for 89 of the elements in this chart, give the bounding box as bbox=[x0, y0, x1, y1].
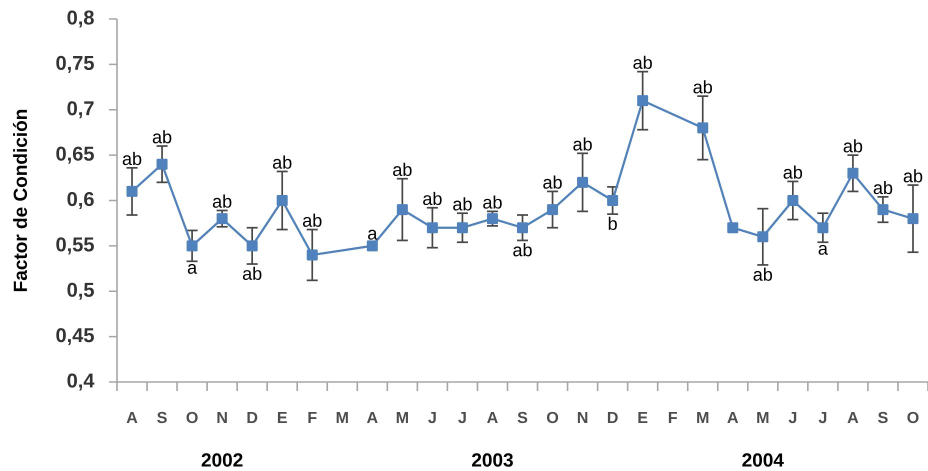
point bbox=[486, 213, 498, 224]
data-label: ab bbox=[483, 195, 502, 209]
x-tick-label: O bbox=[907, 412, 919, 424]
data-label: ab bbox=[423, 192, 442, 206]
y-tick-label: 0,55 bbox=[56, 237, 94, 254]
x-tick-label: N bbox=[217, 412, 227, 423]
point bbox=[306, 249, 318, 260]
point bbox=[366, 240, 378, 252]
x-tick-label: A bbox=[727, 412, 738, 423]
x-tick-label: M bbox=[396, 412, 408, 423]
x-tick-label: A bbox=[126, 412, 138, 423]
data-label: ab bbox=[904, 169, 922, 182]
data-label: ab bbox=[122, 152, 142, 166]
data-label: ab bbox=[784, 166, 802, 179]
x-tick-label: J bbox=[428, 412, 436, 424]
y-tick-label: 0,45 bbox=[56, 328, 94, 346]
x-tick-label: J bbox=[788, 412, 796, 424]
x-tick-label: J bbox=[458, 412, 466, 424]
point bbox=[607, 195, 618, 206]
point bbox=[156, 158, 168, 170]
data-label: a bbox=[368, 230, 378, 240]
point bbox=[637, 95, 648, 106]
x-tick-label: D bbox=[247, 412, 258, 423]
y-tick-label: 0,8 bbox=[67, 10, 94, 28]
data-label: ab bbox=[152, 130, 172, 144]
data-label: ab bbox=[874, 180, 892, 194]
data-label: ab bbox=[543, 176, 562, 189]
data-label: ab bbox=[242, 266, 262, 280]
data-label: ab bbox=[272, 156, 292, 169]
point bbox=[847, 168, 858, 179]
data-label: ab bbox=[393, 162, 412, 176]
point bbox=[817, 222, 828, 234]
x-tick-label: A bbox=[487, 412, 498, 423]
text: 2003 bbox=[472, 453, 513, 467]
x-tick-label: M bbox=[757, 412, 768, 423]
data-label: ab bbox=[754, 268, 772, 281]
x-tick-label: D bbox=[608, 412, 618, 423]
x-tick-label: O bbox=[186, 412, 198, 424]
x-tick-label: A bbox=[366, 412, 378, 423]
point bbox=[186, 240, 198, 252]
y-tick-label: 0,5 bbox=[67, 282, 94, 300]
x-tick-label: E bbox=[278, 412, 287, 423]
x-tick-label: N bbox=[578, 412, 588, 423]
data-label: ab bbox=[633, 56, 652, 69]
point bbox=[126, 186, 138, 197]
x-tick-label: E bbox=[638, 412, 648, 423]
data-label: b bbox=[608, 216, 617, 230]
x-tick-label: F bbox=[668, 412, 677, 423]
point bbox=[517, 222, 528, 234]
data-label: ab bbox=[844, 139, 862, 152]
y-tick-label: 0,75 bbox=[56, 56, 94, 73]
data-label: a bbox=[818, 244, 828, 255]
x-tick-label: S bbox=[157, 412, 167, 424]
y-tick-label: 0,65 bbox=[56, 146, 94, 164]
y-axis-title: Factor de Condición bbox=[12, 110, 28, 292]
y-tick-label: 0,4 bbox=[67, 373, 94, 391]
point bbox=[697, 122, 708, 134]
point bbox=[456, 222, 468, 234]
point bbox=[246, 240, 258, 252]
data-label: ab bbox=[212, 194, 232, 208]
point bbox=[396, 204, 408, 216]
data-label: ab bbox=[513, 243, 532, 256]
text: 2002 bbox=[202, 453, 242, 467]
x-tick-label: S bbox=[518, 412, 528, 424]
x-tick-label: M bbox=[697, 412, 708, 423]
text: 2004 bbox=[742, 453, 784, 467]
point bbox=[276, 195, 288, 206]
data-label: ab bbox=[453, 197, 472, 210]
point bbox=[907, 213, 918, 224]
point bbox=[787, 195, 798, 206]
point bbox=[577, 176, 588, 188]
data-label: ab bbox=[693, 80, 712, 94]
point bbox=[727, 222, 738, 234]
point bbox=[216, 213, 228, 224]
x-tick-label: M bbox=[336, 412, 348, 423]
data-label: a bbox=[188, 264, 198, 274]
point bbox=[757, 231, 768, 242]
x-tick-label: J bbox=[818, 412, 826, 424]
point bbox=[426, 222, 438, 234]
x-tick-label: O bbox=[546, 412, 558, 424]
y-tick-label: 0,6 bbox=[67, 192, 94, 210]
x-tick-label: F bbox=[308, 412, 317, 423]
point bbox=[547, 204, 558, 216]
point bbox=[877, 204, 888, 216]
x-tick-label: A bbox=[848, 412, 858, 423]
x-tick-label: S bbox=[878, 412, 888, 424]
data-label: ab bbox=[573, 137, 592, 151]
y-tick-label: 0,7 bbox=[67, 101, 94, 118]
data-label: ab bbox=[303, 214, 322, 227]
